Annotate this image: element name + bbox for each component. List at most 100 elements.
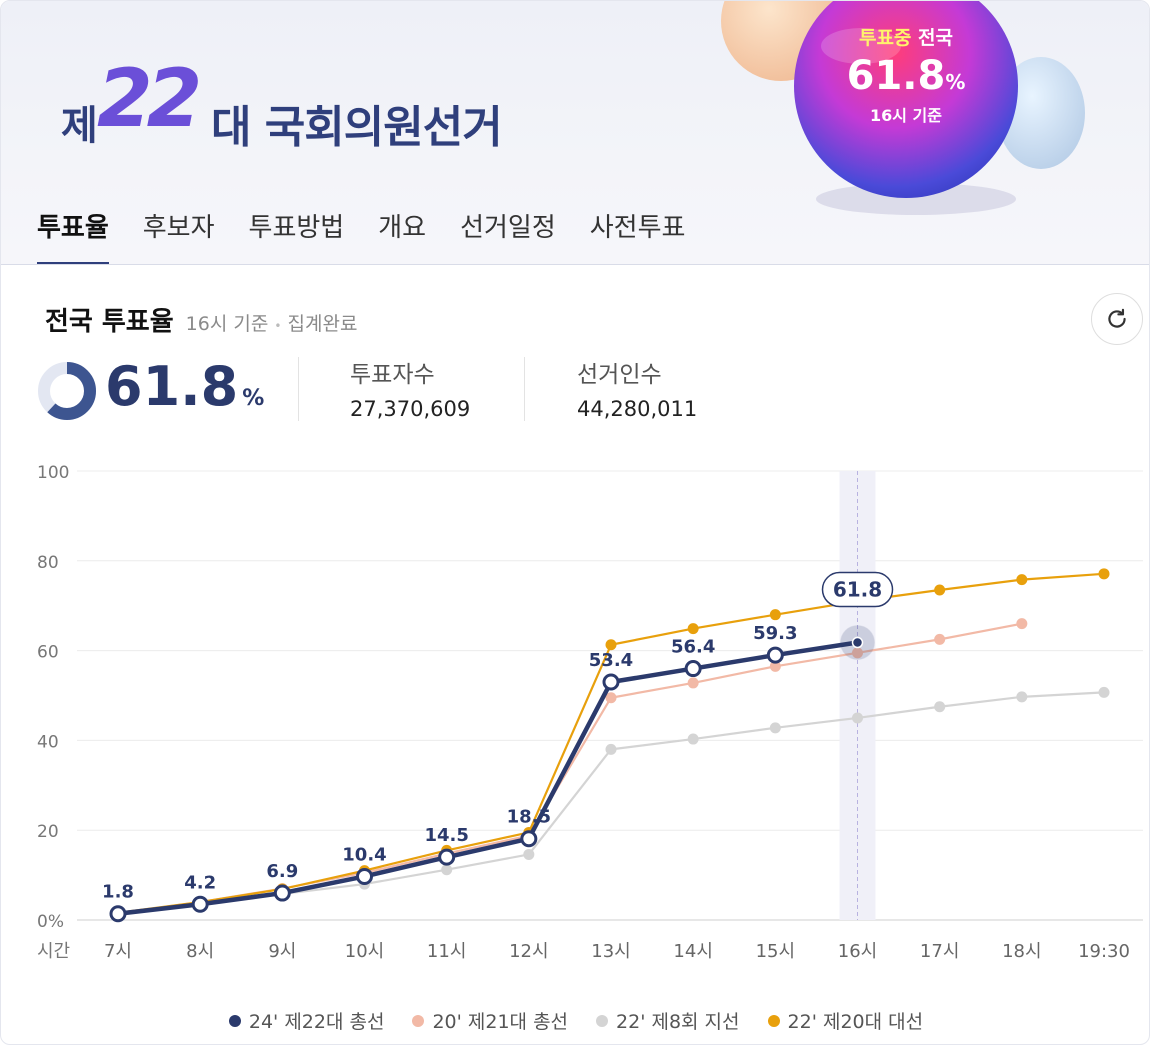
- data-label: 59.3: [753, 623, 797, 644]
- electorate-value: 44,280,011: [577, 397, 698, 421]
- data-label: 14.5: [424, 825, 468, 846]
- turnout-donut: [38, 362, 96, 420]
- tab-turnout[interactable]: 투표율: [37, 207, 109, 264]
- chart-legend: 24' 제22대 총선 20' 제21대 총선 22' 제8회 지선 22' 제…: [1, 1007, 1149, 1034]
- tab-early-voting[interactable]: 사전투표: [589, 213, 686, 243]
- data-label: 4.2: [184, 872, 216, 893]
- data-point: [1016, 618, 1028, 630]
- current-value-callout: [821, 571, 894, 608]
- x-tick-label: 17시: [920, 941, 959, 962]
- legend-item-s22[interactable]: 24' 제22대 총선: [228, 1007, 385, 1034]
- legend-label: 22' 제20대 대선: [787, 1011, 924, 1033]
- data-label: 6.9: [266, 861, 298, 882]
- data-point: [1016, 574, 1028, 586]
- y-tick-label: 80: [37, 553, 59, 573]
- data-point: [1016, 691, 1028, 703]
- data-point: [687, 733, 699, 745]
- data-point-main: [520, 830, 538, 848]
- header-banner: 제 22 대 국회의원선거 투표중 전국 61.8% 16시 기준 투표율 후보…: [1, 1, 1149, 265]
- badge-unit: %: [945, 70, 966, 94]
- tab-schedule[interactable]: 선거일정: [460, 213, 556, 243]
- electorate-label: 선거인수: [577, 362, 662, 388]
- banner-decoration: [721, 1, 1085, 215]
- data-point-main: [191, 895, 209, 913]
- data-point: [687, 677, 699, 689]
- data-point: [605, 639, 617, 651]
- data-point: [934, 584, 946, 596]
- data-label: 18.5: [507, 807, 551, 828]
- logo-title: 대 국회의원선거: [211, 102, 503, 153]
- data-point: [605, 743, 617, 755]
- data-label: 10.4: [342, 844, 386, 865]
- current-point: [851, 636, 864, 649]
- data-point: [934, 633, 946, 645]
- data-point-main: [356, 867, 373, 885]
- x-tick-label: 18시: [1002, 941, 1041, 962]
- data-point-main: [766, 646, 784, 664]
- legend-dot: [228, 1014, 241, 1027]
- data-point: [769, 609, 781, 621]
- data-point: [852, 712, 863, 724]
- data-label: 1.8: [102, 882, 134, 903]
- x-tick-label: 19:30: [1078, 941, 1130, 962]
- data-point: [605, 692, 617, 704]
- voters-label: 투표자수: [350, 362, 435, 388]
- data-point: [1098, 568, 1110, 580]
- y-tick-label: 0%: [37, 912, 64, 932]
- voters-value: 27,370,609: [350, 397, 471, 421]
- data-point: [852, 647, 863, 659]
- turnout-rate-value: 61.8: [105, 355, 239, 418]
- divider: [298, 357, 299, 421]
- data-point: [687, 623, 699, 635]
- data-point-main: [273, 884, 291, 902]
- data-label: 56.4: [671, 637, 715, 658]
- live-turnout-badge: 투표중 전국 61.8% 16시 기준: [793, 23, 1019, 126]
- summary-status: 집계완료: [287, 313, 358, 335]
- summary-title: 전국 투표율: [45, 307, 174, 337]
- series-line: [117, 622, 1023, 915]
- legend-label: 24' 제22대 총선: [248, 1011, 385, 1033]
- y-tick-label: 100: [37, 463, 69, 483]
- logo-number: 22: [97, 52, 202, 145]
- x-tick-label: 7시: [104, 941, 132, 962]
- logo-prefix: 제: [61, 103, 98, 149]
- legend-dot: [767, 1014, 780, 1027]
- electorate-stat: 선거인수 44,280,011: [577, 355, 697, 421]
- turnout-rate: 61.8%: [105, 357, 264, 416]
- refresh-button[interactable]: [1091, 293, 1143, 345]
- x-axis-label: 시간: [37, 941, 70, 962]
- refresh-icon: [1108, 308, 1126, 328]
- legend-dot: [596, 1014, 609, 1027]
- legend-item-s20[interactable]: 22' 제20대 대선: [767, 1007, 924, 1034]
- data-point: [1098, 686, 1110, 698]
- data-point-main: [684, 660, 702, 678]
- badge-rate: 61.8: [846, 53, 946, 99]
- data-point-main: [602, 673, 620, 691]
- legend-dot: [412, 1014, 425, 1027]
- data-point: [523, 848, 535, 860]
- summary-basis: 16시 기준: [185, 313, 269, 335]
- y-tick-label: 40: [37, 732, 59, 752]
- legend-item-s21[interactable]: 20' 제21대 총선: [412, 1007, 568, 1034]
- x-tick-label: 11시: [427, 941, 466, 962]
- data-point: [441, 864, 453, 876]
- current-value-label: 61.8: [833, 578, 882, 602]
- tab-overview[interactable]: 개요: [378, 213, 427, 243]
- x-tick-label: 10시: [345, 941, 384, 962]
- legend-item-s8[interactable]: 22' 제8회 지선: [596, 1007, 740, 1034]
- x-tick-label: 14시: [673, 941, 712, 962]
- x-tick-label: 8시: [186, 941, 214, 962]
- data-point-main: [109, 905, 127, 923]
- x-tick-label: 9시: [268, 941, 296, 962]
- tab-voting-method[interactable]: 투표방법: [248, 213, 345, 243]
- data-point: [934, 701, 946, 713]
- x-tick-label: 12시: [509, 941, 548, 962]
- x-tick-label: 15시: [756, 941, 795, 962]
- tab-candidates[interactable]: 후보자: [142, 213, 215, 243]
- tab-bar: 투표율 후보자 투표방법 개요 선거일정 사전투표: [37, 207, 686, 264]
- x-tick-label: 13시: [591, 941, 630, 962]
- turnout-line-chart: 0% 20 40 60 80 100 시간 7시 8시 9시 10시 11시 12시 13시 14시 15시 1…: [37, 463, 1143, 962]
- y-tick-label: 20: [37, 822, 59, 842]
- x-tick-label: 16시: [838, 941, 877, 962]
